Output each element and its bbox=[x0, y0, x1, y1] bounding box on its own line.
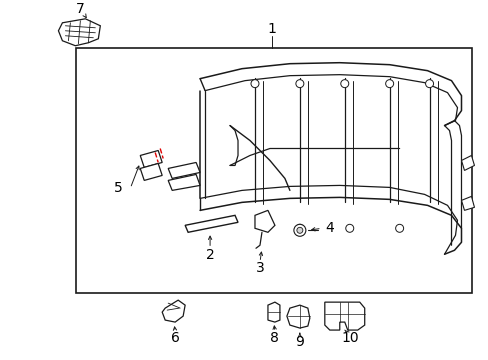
Text: 1: 1 bbox=[267, 22, 276, 36]
Text: 10: 10 bbox=[340, 331, 358, 345]
Circle shape bbox=[295, 224, 303, 232]
Polygon shape bbox=[140, 163, 162, 180]
Polygon shape bbox=[324, 302, 364, 330]
Polygon shape bbox=[185, 215, 238, 232]
Polygon shape bbox=[461, 197, 473, 210]
Text: 9: 9 bbox=[295, 335, 304, 349]
Circle shape bbox=[385, 80, 393, 87]
Text: 5: 5 bbox=[114, 181, 122, 195]
Text: 4: 4 bbox=[325, 221, 333, 235]
Circle shape bbox=[295, 80, 303, 87]
Polygon shape bbox=[461, 156, 473, 170]
Circle shape bbox=[250, 80, 259, 87]
Circle shape bbox=[395, 224, 403, 232]
Polygon shape bbox=[254, 210, 274, 232]
Text: 7: 7 bbox=[76, 2, 84, 16]
Polygon shape bbox=[168, 175, 200, 190]
Polygon shape bbox=[58, 19, 100, 46]
Circle shape bbox=[296, 227, 302, 233]
Bar bbox=[76, 48, 471, 293]
Circle shape bbox=[425, 80, 433, 87]
Text: 8: 8 bbox=[270, 331, 279, 345]
Polygon shape bbox=[286, 305, 309, 328]
Circle shape bbox=[340, 80, 348, 87]
Text: 6: 6 bbox=[170, 331, 179, 345]
Polygon shape bbox=[140, 150, 162, 167]
Polygon shape bbox=[267, 302, 279, 322]
Polygon shape bbox=[162, 300, 185, 322]
Circle shape bbox=[345, 224, 353, 232]
Circle shape bbox=[293, 224, 305, 236]
Text: 3: 3 bbox=[255, 261, 264, 275]
Polygon shape bbox=[168, 162, 200, 179]
Text: 2: 2 bbox=[205, 248, 214, 262]
